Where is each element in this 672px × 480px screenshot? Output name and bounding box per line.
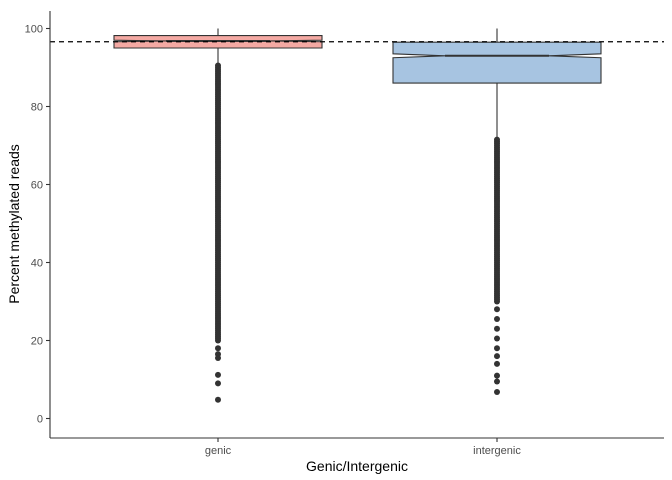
outlier-point-intergenic [494, 325, 500, 332]
y-axis-title: Percent methylated reads [6, 144, 22, 304]
outlier-point-intergenic [494, 316, 500, 323]
outlier-point-intergenic [494, 378, 500, 385]
box-intergenic [392, 41, 602, 84]
outlier-point-intergenic [494, 360, 500, 367]
y-tick-label: 60 [31, 180, 43, 192]
outlier-point-intergenic [494, 353, 500, 360]
outlier-point-intergenic [494, 306, 500, 313]
y-tick-label: 40 [31, 258, 43, 270]
y-tick-label: 20 [31, 336, 43, 348]
outlier-point-genic [215, 380, 221, 387]
x-tick-label-intergenic: intergenic [473, 445, 521, 457]
outlier-point-intergenic [494, 335, 500, 342]
marks-layer [50, 28, 664, 403]
outlier-point-genic [215, 355, 221, 362]
outlier-point-genic [215, 345, 221, 352]
x-axis-title: Genic/Intergenic [306, 458, 408, 474]
y-tick-label: 0 [37, 414, 43, 426]
axes-layer [49, 11, 664, 439]
x-tick-label-genic: genic [205, 445, 232, 457]
outlier-point-intergenic [494, 372, 500, 379]
outlier-point-genic [215, 371, 221, 378]
outlier-point-intergenic [494, 345, 500, 352]
y-tick-label: 80 [31, 102, 43, 114]
y-tick-label: 100 [25, 24, 43, 36]
outlier-point-genic [215, 396, 221, 403]
outlier-point-genic [215, 62, 221, 69]
outlier-point-intergenic [494, 388, 500, 395]
ticks-layer: 0 20 40 60 80 100 genic intergenic [25, 24, 522, 458]
